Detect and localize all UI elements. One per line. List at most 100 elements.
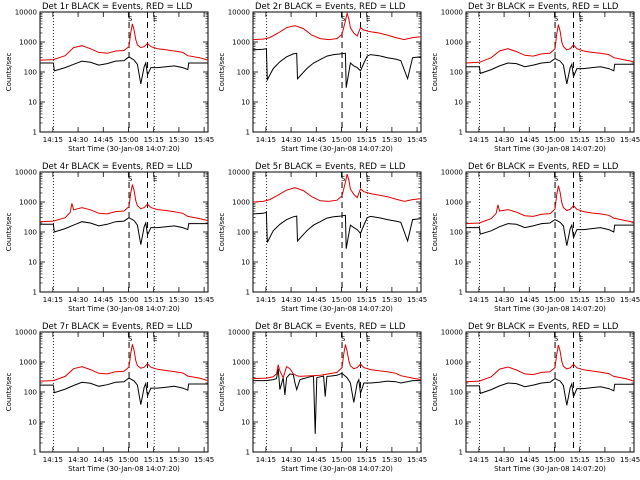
y-tick-label: 10000: [441, 169, 463, 177]
x-tick-label: 15:45: [194, 296, 214, 304]
series-lld-line: [39, 23, 209, 61]
x-tick-label: 14:45: [519, 136, 539, 144]
series-lld-line: [465, 344, 635, 383]
y-tick-label: 10: [454, 99, 463, 107]
series-events-line: [40, 217, 208, 245]
y-tick-label: 10000: [228, 329, 250, 337]
marker-label-e: E: [153, 15, 157, 23]
y-tick-label: 10: [454, 419, 463, 427]
y-tick-label: 1000: [19, 199, 37, 207]
y-axis-label: Counts/sec: [5, 213, 13, 252]
x-tick-label: 15:30: [382, 456, 402, 464]
panel-5: Det 5r BLACK = Events, RED = LLD 1 10 100 10…: [218, 162, 427, 313]
x-axis-label: Start Time (30-Jan-08 14:07:20): [68, 465, 180, 473]
x-axis-label: Start Time (30-Jan-08 14:07:20): [68, 305, 180, 313]
y-tick-label: 1: [33, 129, 37, 137]
marker-label-s: S: [554, 15, 559, 23]
x-tick-label: 14:15: [43, 296, 63, 304]
x-tick-label: 14:30: [494, 296, 514, 304]
x-tick-label: 14:30: [494, 456, 514, 464]
panel-title: Det 7r BLACK = Events, RED = LLD: [42, 322, 193, 332]
panel-3: Det 3r BLACK = Events, RED = LLD 1 10 100 10…: [431, 2, 640, 153]
x-tick-label: 14:15: [469, 136, 489, 144]
marker-label-s: S: [128, 175, 133, 183]
panel-title: Det 4r BLACK = Events, RED = LLD: [42, 162, 193, 172]
x-tick-label: 15:45: [620, 296, 640, 304]
panel-1: Det 1r BLACK = Events, RED = LLD 1 10 100 10…: [5, 2, 214, 153]
x-tick-label: 14:30: [68, 456, 88, 464]
x-axis-label: Start Time (30-Jan-08 14:07:20): [494, 465, 606, 473]
y-tick-label: 1: [246, 289, 250, 297]
panel-7: Det 7r BLACK = Events, RED = LLD 1 10 100 10…: [5, 322, 214, 473]
series-lld-line: [465, 24, 635, 64]
y-axis-label: Counts/sec: [431, 53, 439, 92]
panel-2: Det 2r BLACK = Events, RED = LLD 1 10 100 10…: [218, 2, 427, 153]
x-tick-label: 15:00: [544, 136, 564, 144]
x-axis-label: Start Time (30-Jan-08 14:07:20): [281, 145, 393, 153]
x-tick-label: 14:45: [93, 136, 113, 144]
y-tick-label: 100: [450, 69, 463, 77]
x-tick-label: 14:15: [43, 136, 63, 144]
marker-label-e: E: [366, 335, 370, 343]
panel-6: Det 6r BLACK = Events, RED = LLD 1 10 100 10…: [431, 162, 640, 313]
y-tick-label: 1: [459, 289, 463, 297]
y-tick-label: 10000: [441, 9, 463, 17]
x-tick-label: 14:15: [469, 296, 489, 304]
x-tick-label: 15:45: [620, 136, 640, 144]
axes-frame: [252, 171, 422, 293]
y-tick-label: 1: [459, 129, 463, 137]
y-tick-label: 1000: [445, 39, 463, 47]
panel-title: Det 8r BLACK = Events, RED = LLD: [255, 322, 406, 332]
marker-label-e: E: [366, 15, 370, 23]
panel-title: Det 6r BLACK = Events, RED = LLD: [468, 162, 619, 172]
x-tick-label: 15:00: [544, 456, 564, 464]
y-tick-label: 1000: [232, 39, 250, 47]
axes-frame: [252, 331, 422, 453]
x-axis-label: Start Time (30-Jan-08 14:07:20): [281, 305, 393, 313]
y-tick-label: 1: [459, 449, 463, 457]
y-tick-label: 100: [450, 389, 463, 397]
y-tick-label: 1: [33, 449, 37, 457]
x-tick-label: 15:30: [169, 136, 189, 144]
y-axis-label: Counts/sec: [431, 213, 439, 252]
series-events-line: [252, 48, 422, 88]
x-tick-label: 15:30: [169, 456, 189, 464]
x-tick-label: 14:30: [281, 296, 301, 304]
x-tick-label: 15:00: [118, 456, 138, 464]
y-tick-label: 100: [237, 69, 250, 77]
marker-label-e: E: [153, 175, 157, 183]
y-tick-label: 1000: [19, 359, 37, 367]
y-tick-label: 10000: [228, 169, 250, 177]
marker-label-s: S: [341, 335, 346, 343]
x-tick-label: 15:30: [595, 136, 615, 144]
axes-frame: [39, 331, 209, 453]
marker-label-e: E: [153, 335, 157, 343]
y-tick-label: 10000: [228, 9, 250, 17]
x-tick-label: 15:30: [595, 296, 615, 304]
x-tick-label: 15:45: [407, 456, 427, 464]
y-tick-label: 1000: [445, 359, 463, 367]
axes-frame: [465, 11, 635, 133]
y-axis-label: Counts/sec: [218, 373, 226, 412]
axes-frame: [465, 171, 635, 293]
x-tick-label: 15:45: [620, 456, 640, 464]
y-tick-label: 10: [241, 419, 250, 427]
x-tick-label: 14:15: [469, 456, 489, 464]
series-lld-line: [39, 344, 209, 382]
axes-frame: [39, 11, 209, 133]
x-tick-label: 15:00: [544, 296, 564, 304]
y-axis-label: Counts/sec: [218, 213, 226, 252]
axes-frame: [39, 171, 209, 293]
x-tick-label: 14:30: [68, 136, 88, 144]
x-tick-label: 14:30: [494, 136, 514, 144]
x-axis-label: Start Time (30-Jan-08 14:07:20): [494, 305, 606, 313]
x-tick-label: 14:45: [93, 456, 113, 464]
x-tick-label: 15:00: [331, 136, 351, 144]
panel-title: Det 5r BLACK = Events, RED = LLD: [255, 162, 406, 172]
x-tick-label: 14:45: [93, 296, 113, 304]
y-tick-label: 10: [241, 259, 250, 267]
y-axis-label: Counts/sec: [5, 53, 13, 92]
y-tick-label: 100: [450, 229, 463, 237]
x-tick-label: 15:00: [118, 296, 138, 304]
